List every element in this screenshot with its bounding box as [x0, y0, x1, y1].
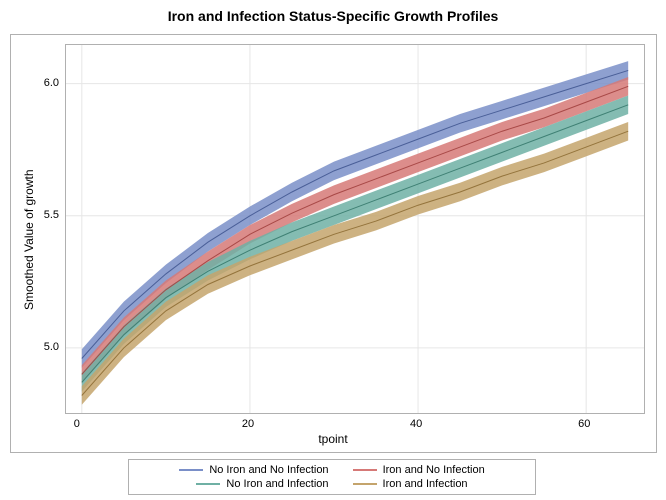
legend-label: Iron and No Infection	[383, 464, 485, 476]
legend: No Iron and No Infection Iron and No Infe…	[128, 459, 536, 495]
plot-area	[65, 44, 645, 414]
chart-title: Iron and Infection Status-Specific Growt…	[0, 8, 666, 24]
legend-swatch	[353, 469, 377, 471]
plot-svg	[65, 44, 645, 414]
chart-container: Iron and Infection Status-Specific Growt…	[0, 0, 666, 500]
x-tick: 0	[74, 418, 80, 430]
x-axis-label: tpoint	[0, 432, 666, 446]
legend-item: No Iron and Infection	[196, 478, 328, 490]
x-tick: 60	[578, 418, 590, 430]
y-tick: 6.0	[44, 77, 59, 89]
legend-item: No Iron and No Infection	[179, 464, 328, 476]
legend-label: No Iron and Infection	[226, 478, 328, 490]
legend-label: Iron and Infection	[383, 478, 468, 490]
x-tick: 20	[242, 418, 254, 430]
legend-item: Iron and Infection	[353, 478, 468, 490]
y-axis-label: Smoothed Value of growth	[22, 169, 36, 310]
y-tick: 5.5	[44, 209, 59, 221]
legend-swatch	[353, 483, 377, 485]
legend-swatch	[179, 469, 203, 471]
legend-item: Iron and No Infection	[353, 464, 485, 476]
legend-label: No Iron and No Infection	[209, 464, 328, 476]
y-tick: 5.0	[44, 341, 59, 353]
legend-swatch	[196, 483, 220, 485]
x-tick: 40	[410, 418, 422, 430]
